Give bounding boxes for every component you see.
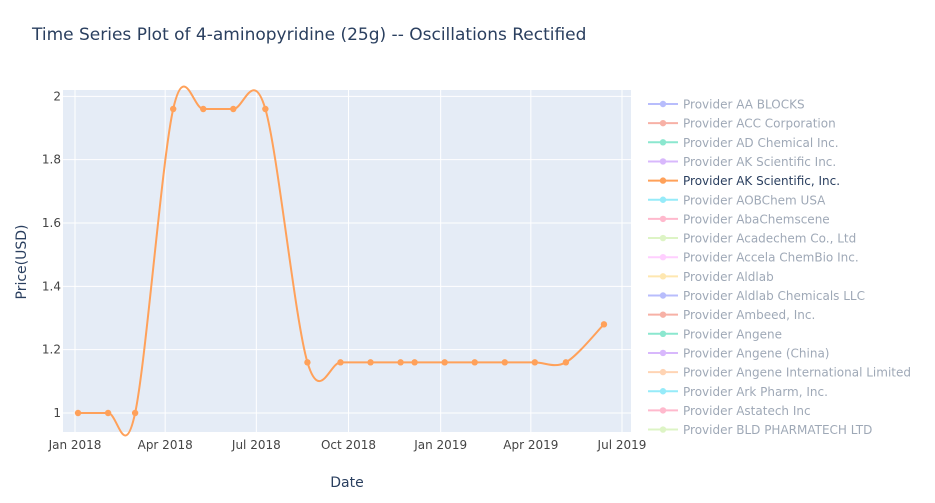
legend-swatch-marker <box>659 311 667 318</box>
x-tick-label: Apr 2018 <box>138 438 193 452</box>
series-layer <box>74 85 608 437</box>
data-point[interactable] <box>74 409 82 417</box>
legend-swatch-marker <box>659 139 667 146</box>
legend-label: Provider Aldlab <box>683 270 774 284</box>
legend-swatch-marker <box>659 234 667 242</box>
chart-title: Time Series Plot of 4-aminopyridine (25g… <box>31 25 586 45</box>
x-tick-label: Jan 2019 <box>413 438 467 452</box>
legend-label: Provider Ambeed, Inc. <box>683 308 815 322</box>
legend-item[interactable]: Provider Ark Pharm, Inc. <box>648 385 828 399</box>
legend-label: Provider Angene <box>683 327 782 341</box>
legend-label: Provider AK Scientific, Inc. <box>683 174 840 188</box>
data-point[interactable] <box>230 105 237 113</box>
legend-swatch-marker <box>659 254 667 261</box>
series-line <box>78 85 605 437</box>
legend-item[interactable]: Provider AOBChem USA <box>648 193 826 207</box>
legend-label: Provider BLD PHARMATECH LTD <box>683 423 872 437</box>
data-point[interactable] <box>397 359 404 366</box>
legend-label: Provider Aldlab Chemicals LLC <box>683 289 865 303</box>
legend-label: Provider AK Scientific Inc. <box>683 155 836 169</box>
y-tick-label: 1.4 <box>42 279 61 293</box>
y-axis-ticks: 1 1.2 1.4 1.6 1.8 2 <box>42 89 61 420</box>
legend-item[interactable]: Provider AK Scientific, Inc. <box>648 174 840 188</box>
x-tick-label: Jan 2018 <box>48 438 102 452</box>
legend-item[interactable]: Provider AK Scientific Inc. <box>648 155 836 169</box>
legend-label: Provider ACC Corporation <box>683 117 836 131</box>
legend-swatch-marker <box>659 158 667 165</box>
legend-item[interactable]: Provider Acadechem Co., Ltd <box>648 232 856 246</box>
y-tick-label: 1.2 <box>42 343 61 357</box>
data-point[interactable] <box>600 321 608 328</box>
data-point[interactable] <box>562 359 570 366</box>
x-axis-title: Date <box>330 475 363 491</box>
legend-item[interactable]: Provider Angene (China) <box>648 346 829 360</box>
legend-swatch-marker <box>659 407 667 414</box>
legend-label: Provider AOBChem USA <box>683 193 826 207</box>
legend-label: Provider Acadechem Co., Ltd <box>683 232 856 246</box>
legend-item[interactable]: Provider Astatech Inc <box>648 404 811 418</box>
legend-item[interactable]: Provider AD Chemical Inc. <box>648 136 839 150</box>
plot-area[interactable] <box>63 90 631 432</box>
legend-swatch-marker <box>659 368 667 376</box>
legend-swatch-marker <box>659 119 667 127</box>
data-point[interactable] <box>471 359 478 366</box>
data-point[interactable] <box>131 409 139 417</box>
y-tick-label: 1.8 <box>42 153 61 167</box>
legend-swatch-marker <box>659 349 667 357</box>
legend-item[interactable]: Provider Accela ChemBio Inc. <box>648 251 859 265</box>
x-tick-label: Jul 2018 <box>231 438 281 452</box>
legend-item[interactable]: Provider AA BLOCKS <box>648 98 805 112</box>
data-point[interactable] <box>304 359 311 366</box>
legend: Provider AA BLOCKS Provider ACC Corporati… <box>648 98 911 437</box>
legend-swatch-marker <box>659 196 667 203</box>
data-point[interactable] <box>531 359 539 366</box>
legend-swatch-marker <box>659 330 667 337</box>
data-point[interactable] <box>104 409 112 417</box>
legend-label: Provider AbaChemscene <box>683 212 830 226</box>
data-point[interactable] <box>367 359 374 366</box>
x-axis-ticks: Jan 2018 Apr 2018 Jul 2018 Oct 2018 Jan 2019… <box>48 438 647 452</box>
data-point[interactable] <box>501 359 508 366</box>
legend-item[interactable]: Provider Angene International Limited <box>648 366 911 380</box>
data-point[interactable] <box>262 105 269 113</box>
y-tick-label: 2 <box>53 89 61 103</box>
legend-label: Provider Astatech Inc <box>683 404 811 418</box>
legend-item[interactable]: Provider AbaChemscene <box>648 212 830 226</box>
y-tick-label: 1.6 <box>42 216 61 230</box>
legend-label: Provider Angene International Limited <box>683 366 911 380</box>
legend-label: Provider Accela ChemBio Inc. <box>683 251 859 265</box>
legend-item[interactable]: Provider Angene <box>648 327 782 341</box>
legend-item[interactable]: Provider Aldlab <box>648 270 774 284</box>
data-point[interactable] <box>200 105 207 113</box>
legend-label: Provider Angene (China) <box>683 346 829 360</box>
legend-item[interactable]: Provider ACC Corporation <box>648 117 836 131</box>
y-axis-title: Price(USD) <box>14 225 30 300</box>
legend-label: Provider AD Chemical Inc. <box>683 136 839 150</box>
legend-swatch-marker <box>659 426 667 433</box>
legend-swatch-marker <box>659 215 667 223</box>
legend-swatch-marker <box>659 273 667 280</box>
legend-swatch-marker <box>659 292 667 299</box>
data-point[interactable] <box>337 359 344 366</box>
legend-swatch-marker <box>659 388 667 395</box>
x-tick-label: Apr 2019 <box>503 438 558 452</box>
data-point[interactable] <box>411 359 418 366</box>
x-tick-label: Jul 2019 <box>597 438 647 452</box>
legend-swatch-marker <box>659 177 667 184</box>
data-point[interactable] <box>441 359 448 366</box>
legend-swatch-marker <box>659 100 667 108</box>
data-point[interactable] <box>169 105 177 113</box>
legend-item[interactable]: Provider Ambeed, Inc. <box>648 308 815 322</box>
x-tick-label: Oct 2018 <box>321 438 376 452</box>
legend-item[interactable]: Provider Aldlab Chemicals LLC <box>648 289 865 303</box>
legend-label: Provider Ark Pharm, Inc. <box>683 385 828 399</box>
y-tick-label: 1 <box>53 406 61 420</box>
legend-item[interactable]: Provider BLD PHARMATECH LTD <box>648 423 872 437</box>
legend-label: Provider AA BLOCKS <box>683 98 805 112</box>
